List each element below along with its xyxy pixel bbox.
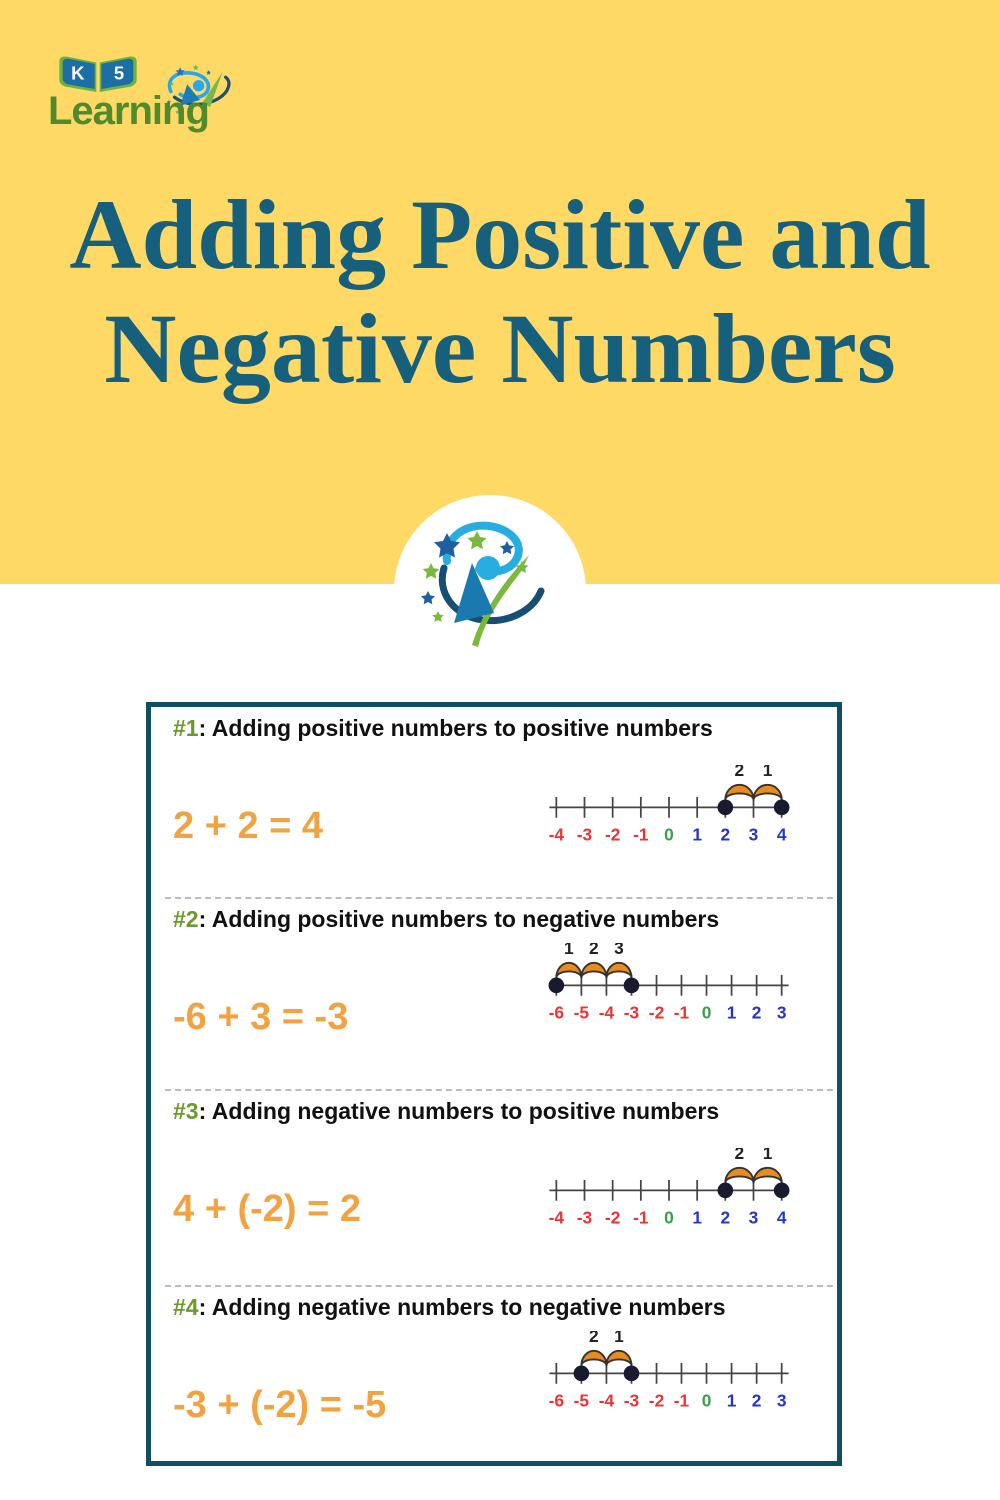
svg-text:-1: -1 [674,1002,690,1022]
svg-text:2: 2 [589,943,599,958]
svg-text:1: 1 [564,943,574,958]
svg-text:0: 0 [664,1207,674,1227]
svg-text:2: 2 [752,1390,762,1410]
svg-text:2: 2 [735,765,745,780]
svg-text:4: 4 [777,824,787,844]
svg-text:4: 4 [777,1207,787,1227]
svg-text:2: 2 [735,1148,745,1163]
svg-text:-3: -3 [577,1207,593,1227]
svg-text:-2: -2 [605,824,620,844]
svg-text:-2: -2 [649,1002,664,1022]
svg-text:2: 2 [589,1331,599,1346]
svg-text:-2: -2 [649,1390,664,1410]
svg-text:-4: -4 [549,1207,565,1227]
svg-text:-3: -3 [624,1390,640,1410]
svg-text:1: 1 [692,824,702,844]
svg-text:-1: -1 [633,824,649,844]
svg-text:-4: -4 [549,824,565,844]
svg-text:1: 1 [763,765,773,780]
svg-text:3: 3 [777,1002,787,1022]
svg-text:0: 0 [702,1002,712,1022]
svg-text:K: K [71,62,85,83]
svg-text:1: 1 [727,1390,737,1410]
svg-text:-2: -2 [605,1207,620,1227]
svg-text:3: 3 [614,943,624,958]
svg-text:1: 1 [727,1002,737,1022]
svg-text:1: 1 [614,1331,624,1346]
svg-text:2: 2 [721,824,731,844]
svg-text:2: 2 [752,1002,762,1022]
svg-text:0: 0 [664,824,674,844]
svg-text:-6: -6 [549,1002,565,1022]
svg-text:3: 3 [749,1207,759,1227]
svg-text:3: 3 [777,1390,787,1410]
svg-text:1: 1 [692,1207,702,1227]
svg-text:-1: -1 [633,1207,649,1227]
svg-text:-3: -3 [577,824,593,844]
svg-text:-5: -5 [574,1390,590,1410]
svg-text:-4: -4 [599,1390,615,1410]
svg-text:-3: -3 [624,1002,640,1022]
svg-text:0: 0 [702,1390,712,1410]
svg-text:3: 3 [749,824,759,844]
svg-text:-1: -1 [674,1390,690,1410]
svg-text:-6: -6 [549,1390,565,1410]
svg-text:-4: -4 [599,1002,615,1022]
svg-text:-5: -5 [574,1002,590,1022]
svg-text:1: 1 [763,1148,773,1163]
svg-text:2: 2 [721,1207,731,1227]
svg-text:5: 5 [114,62,124,83]
